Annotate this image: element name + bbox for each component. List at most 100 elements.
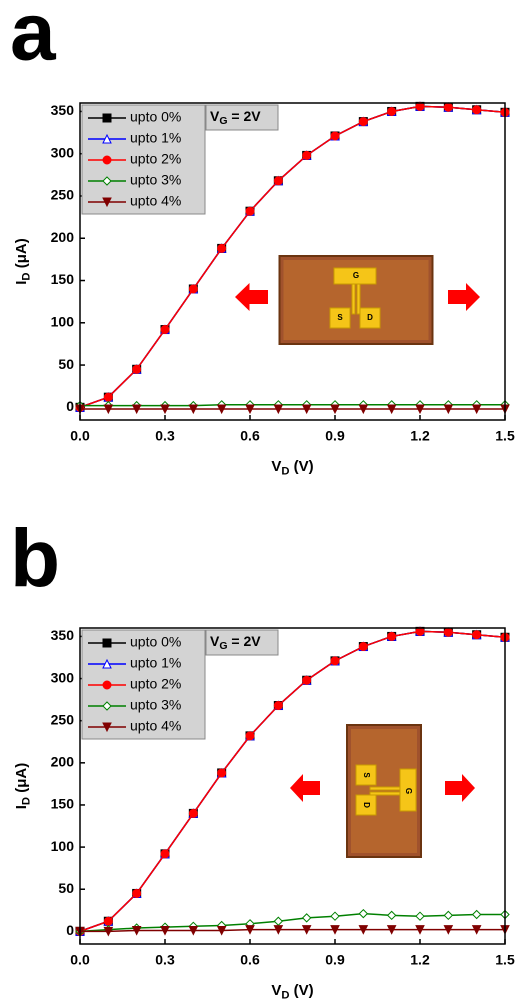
marker xyxy=(443,404,454,415)
marker xyxy=(245,925,255,935)
marker xyxy=(386,910,397,921)
marker xyxy=(102,133,112,144)
series-line xyxy=(79,630,506,933)
text-part: = 2V xyxy=(228,633,262,649)
legend-label: upto 3% xyxy=(130,172,181,188)
text-part: V xyxy=(271,982,281,999)
electrode-label: D xyxy=(367,313,373,322)
subscript: D xyxy=(20,272,32,280)
electrode-label: G xyxy=(404,788,413,794)
electrode xyxy=(369,786,401,791)
x-tick-label: 0.6 xyxy=(240,428,260,444)
marker xyxy=(415,404,425,415)
marker xyxy=(103,404,114,415)
marker xyxy=(102,638,112,648)
marker xyxy=(273,701,283,711)
electrode xyxy=(355,764,377,786)
y-tick-label: 300 xyxy=(51,144,75,160)
marker xyxy=(160,325,170,335)
marker xyxy=(273,925,284,935)
text-part: I xyxy=(13,805,30,809)
y-tick-label: 100 xyxy=(51,838,75,854)
marker xyxy=(443,102,453,112)
marker xyxy=(103,916,113,926)
x-tick-label: 0.9 xyxy=(325,952,345,968)
marker xyxy=(160,926,170,936)
marker xyxy=(188,926,199,936)
panel-label: b xyxy=(10,514,60,605)
marker xyxy=(245,404,255,415)
marker xyxy=(102,197,112,208)
marker xyxy=(301,913,312,923)
y-tick-label: 50 xyxy=(58,356,74,372)
marker xyxy=(387,631,397,641)
subscript: G xyxy=(219,115,227,127)
legend-label: upto 0% xyxy=(130,109,181,125)
marker xyxy=(387,106,397,116)
electrode xyxy=(356,283,361,315)
y-tick-label: 250 xyxy=(51,187,75,203)
marker xyxy=(415,925,425,935)
marker xyxy=(273,404,284,415)
marker xyxy=(245,731,255,741)
marker xyxy=(330,925,340,935)
marker xyxy=(443,910,454,921)
rich-text: ID (μA) xyxy=(13,763,33,809)
marker xyxy=(102,701,112,711)
marker xyxy=(216,404,227,415)
y-tick-label: 200 xyxy=(51,229,75,245)
marker xyxy=(471,909,482,920)
marker xyxy=(471,925,482,935)
y-tick-label: 150 xyxy=(51,796,75,812)
marker xyxy=(273,916,284,926)
marker xyxy=(302,675,312,685)
legend-label: upto 4% xyxy=(130,718,181,734)
substrate-inner xyxy=(351,729,417,853)
marker xyxy=(273,176,283,186)
marker xyxy=(301,404,312,415)
electrode-label: G xyxy=(353,271,359,280)
marker xyxy=(132,888,142,898)
legend-label: upto 4% xyxy=(130,193,181,209)
strain-arrow xyxy=(290,774,320,802)
series-line xyxy=(80,928,505,933)
panel-label: a xyxy=(10,0,57,78)
marker xyxy=(102,658,112,669)
device-inset: G S D xyxy=(278,255,434,345)
x-tick-label: 0.0 xyxy=(70,428,90,444)
marker xyxy=(102,680,112,690)
marker xyxy=(358,117,368,127)
marker xyxy=(472,630,482,640)
marker xyxy=(330,656,340,666)
legend-box xyxy=(81,104,206,215)
y-tick-label: 100 xyxy=(51,313,75,329)
marker xyxy=(131,404,142,415)
y-tick-label: 350 xyxy=(51,627,75,643)
subscript: D xyxy=(281,465,289,477)
rich-text: VD (V) xyxy=(271,458,313,478)
series-line xyxy=(79,912,505,933)
rich-text: VD (V) xyxy=(271,982,313,1002)
strain-arrow xyxy=(448,283,480,311)
marker xyxy=(302,150,312,160)
legend-label: upto 1% xyxy=(130,130,181,146)
y-tick-label: 50 xyxy=(58,880,74,896)
legend-label: upto 2% xyxy=(130,676,181,692)
plot-frame xyxy=(79,627,506,945)
marker xyxy=(330,131,340,141)
y-tick-label: 350 xyxy=(51,102,75,118)
x-tick-label: 0.0 xyxy=(70,952,90,968)
text-part: (μA) xyxy=(13,763,30,797)
annotation-box xyxy=(205,104,279,131)
subscript: D xyxy=(20,797,32,805)
x-tick-label: 1.2 xyxy=(410,428,430,444)
marker xyxy=(217,768,227,778)
marker xyxy=(216,926,227,936)
marker xyxy=(160,404,170,415)
text-part: I xyxy=(13,281,30,285)
series-line xyxy=(79,105,506,409)
y-tick-label: 150 xyxy=(51,271,75,287)
device-inset: G S D xyxy=(346,724,422,858)
